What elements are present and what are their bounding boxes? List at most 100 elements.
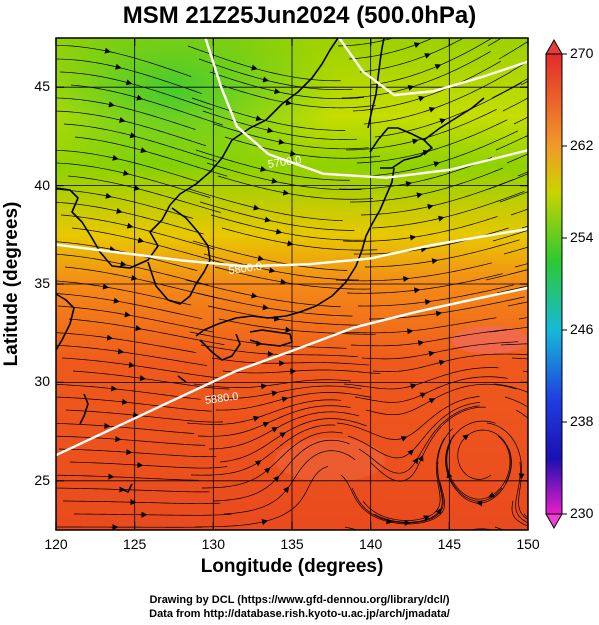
streamline [502, 97, 528, 112]
streamline [336, 396, 480, 440]
wind-arrow [476, 500, 483, 507]
streamline [185, 279, 341, 308]
colorbar-tick-label: 246 [570, 321, 594, 337]
x-tick-label: 145 [437, 536, 461, 552]
chart-title: MSM 21Z25Jun2024 (500.0hPa) [122, 2, 477, 29]
wind-arrow [574, 187, 582, 195]
wind-arrow [428, 107, 436, 113]
wind-arrow [412, 138, 419, 145]
contour-label: 5700.0 [267, 154, 302, 171]
wind-arrow [119, 117, 126, 123]
streamline [198, 58, 353, 91]
contour-line [56, 286, 528, 457]
wind-arrow [262, 76, 270, 83]
contour-label: 5880.0 [204, 390, 239, 407]
wind-arrow [251, 64, 258, 71]
colorbar-max-arrow [545, 38, 563, 55]
x-tick-label: 140 [358, 536, 383, 552]
wind-arrow [122, 170, 130, 176]
wind-arrow [112, 524, 119, 530]
streamline [67, 175, 221, 213]
streamline [59, 71, 213, 111]
streamline [340, 474, 446, 525]
y-tick-marks [56, 86, 528, 482]
wind-arrow [271, 390, 278, 397]
streamline [56, 253, 209, 286]
wind-arrow [410, 383, 417, 390]
streamline [499, 191, 528, 203]
y-tick-label: 35 [34, 275, 50, 291]
contour-label: 5800.0 [228, 261, 263, 278]
wind-arrow [435, 310, 443, 317]
wind-arrow [125, 79, 133, 86]
wind-arrow [271, 177, 278, 184]
wind-arrow [279, 432, 287, 438]
streamline [56, 474, 199, 481]
wind-arrow [412, 457, 419, 465]
wind-arrow [253, 204, 260, 211]
colorbar-tick-label: 230 [570, 505, 594, 521]
wind-arrow [136, 94, 143, 101]
streamline [218, 318, 376, 335]
streamline [56, 344, 208, 366]
streamline [195, 149, 350, 181]
wind-arrow [588, 526, 594, 532]
wind-arrow [260, 383, 268, 390]
streamline [493, 383, 528, 393]
wind-arrow [268, 267, 276, 274]
streamline [188, 188, 343, 222]
wind-arrow [281, 396, 289, 403]
streamline [192, 240, 348, 271]
streamline [335, 262, 492, 282]
wind-arrow [438, 359, 446, 366]
streamline [374, 82, 522, 138]
colorbar-min-arrow [545, 513, 563, 530]
wind-arrow [126, 222, 134, 229]
streamline [190, 424, 336, 476]
wind-arrow [285, 99, 293, 106]
contour-line [204, 38, 528, 179]
wind-arrow [414, 287, 421, 294]
streamline [203, 253, 359, 281]
credit-drawing: Drawing by DCL (https://www.gfd-dennou.o… [149, 594, 450, 606]
contour-line [338, 38, 528, 97]
wind-arrow [413, 42, 421, 48]
streamline [187, 45, 341, 82]
colorbar-tick-label: 254 [570, 229, 594, 245]
wind-arrow [124, 311, 131, 318]
wind-arrow [137, 237, 145, 244]
wind-arrow [579, 245, 586, 252]
streamline [351, 461, 444, 524]
wind-arrow [555, 18, 563, 26]
streamline [446, 435, 511, 500]
streamline [356, 119, 508, 164]
wind-arrow [424, 299, 432, 306]
wind-arrow [428, 350, 435, 357]
wind-arrow [427, 203, 434, 210]
wind-arrow [135, 325, 142, 332]
wind-arrow [585, 202, 593, 210]
wind-arrow [543, 4, 551, 12]
streamline [56, 58, 202, 94]
wind-arrow [407, 328, 414, 335]
wind-arrow [590, 376, 596, 382]
wind-arrow [252, 415, 260, 422]
colorbar [545, 53, 563, 515]
streamline [337, 38, 395, 47]
streamline [219, 418, 367, 463]
wind-arrow [566, 32, 574, 40]
wind-arrow [133, 184, 141, 191]
wind-arrow [282, 189, 290, 196]
streamline [363, 71, 512, 125]
streamline [196, 292, 353, 317]
streamline [62, 500, 221, 504]
streamline [354, 376, 508, 403]
wind-arrow [279, 360, 286, 367]
streamline [357, 284, 514, 307]
wind-arrow [579, 356, 586, 363]
wind-arrow [115, 436, 122, 443]
wind-arrow [102, 283, 110, 290]
streamline [457, 429, 512, 484]
wind-arrow [106, 334, 114, 341]
wind-arrow [113, 297, 120, 304]
